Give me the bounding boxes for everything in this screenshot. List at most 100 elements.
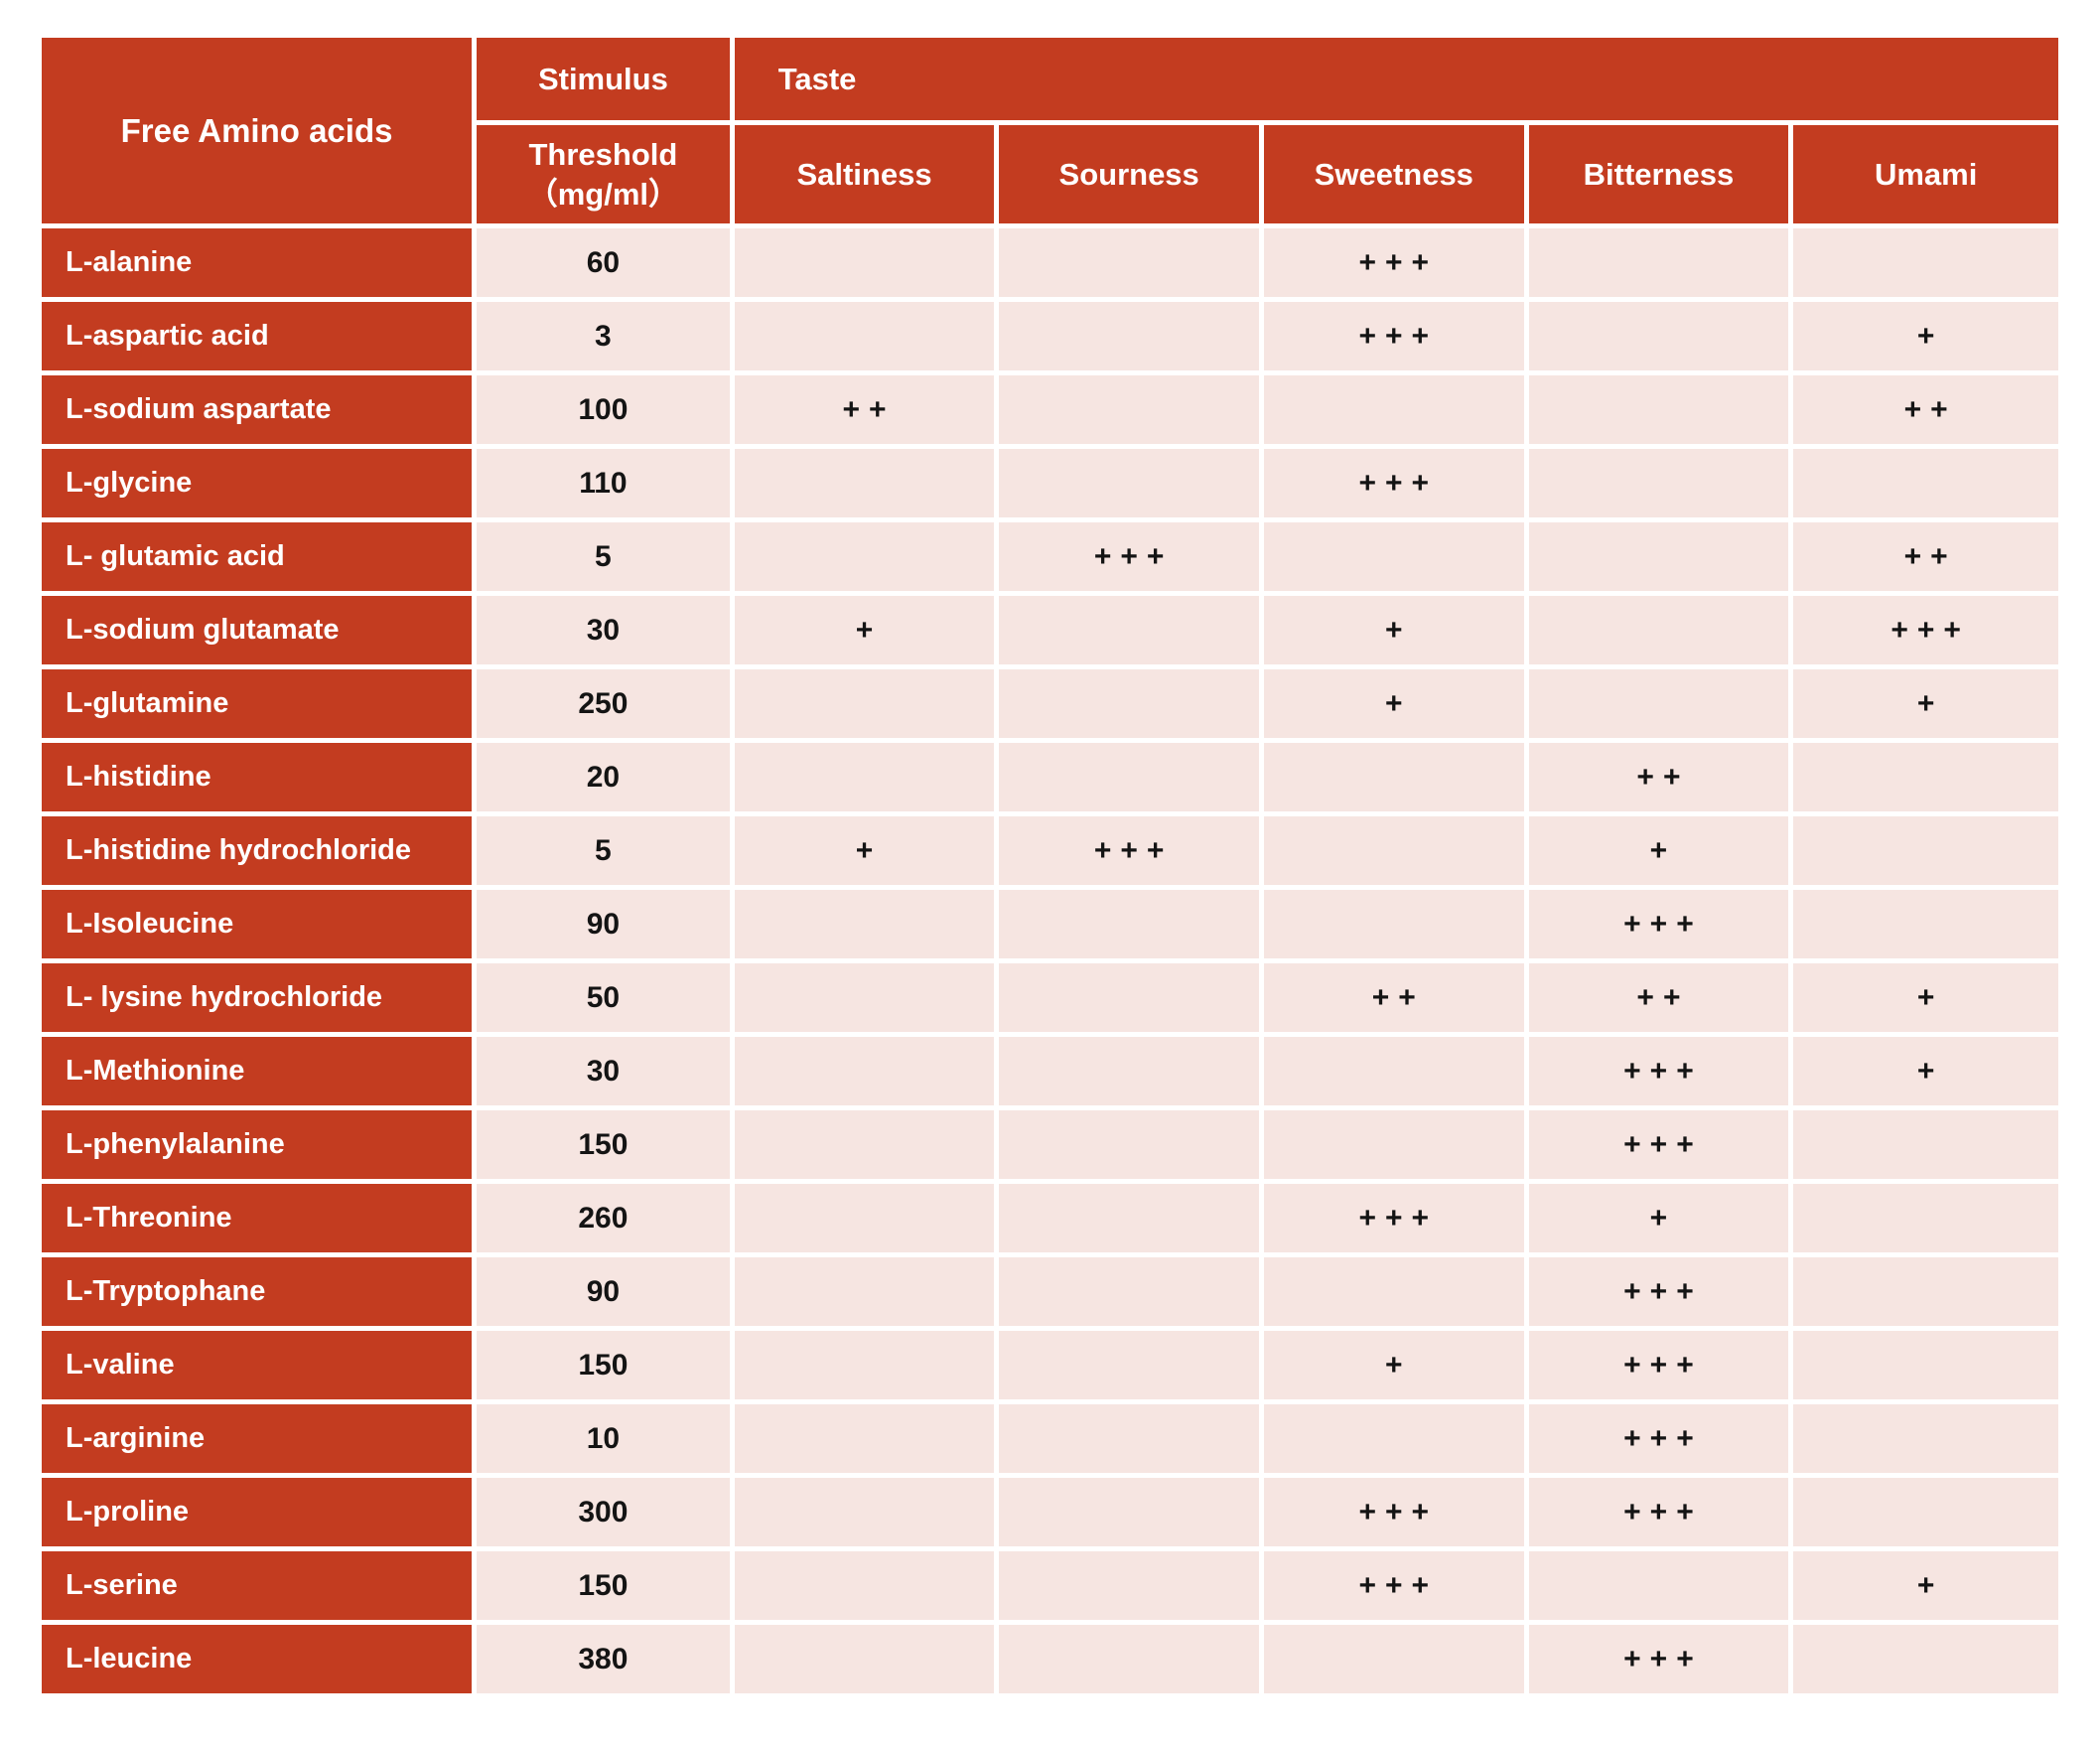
cell-threshold: 260 (477, 1184, 730, 1252)
cell-amino-acid-name: L-Threonine (42, 1184, 473, 1252)
cell-sourness (999, 1551, 1259, 1620)
cell-amino-acid-name: L-proline (42, 1478, 473, 1546)
cell-bitterness: ++ (1528, 743, 1789, 811)
table-row: L-Isoleucine 90 +++ (42, 890, 2058, 958)
cell-saltiness (734, 1551, 995, 1620)
cell-amino-acid-name: L-serine (42, 1551, 473, 1620)
table-row: L-Threonine 260 +++ + (42, 1184, 2058, 1252)
cell-bitterness (1528, 522, 1789, 591)
cell-amino-acid-name: L-phenylalanine (42, 1110, 473, 1179)
table-row: L-arginine 10 +++ (42, 1404, 2058, 1473)
cell-sweetness (1263, 743, 1524, 811)
cell-bitterness: ++ (1528, 963, 1789, 1032)
cell-umami: + (1793, 1037, 2058, 1105)
cell-umami: + (1793, 1551, 2058, 1620)
header-sweetness: Sweetness (1263, 125, 1524, 223)
cell-umami: ++ (1793, 375, 2058, 444)
header-stimulus: Stimulus (477, 38, 730, 120)
table-row: L-leucine 380 +++ (42, 1625, 2058, 1693)
cell-sweetness: +++ (1263, 449, 1524, 517)
table-row: L-Methionine 30 +++ + (42, 1037, 2058, 1105)
cell-umami (1793, 743, 2058, 811)
header-sourness: Sourness (999, 125, 1259, 223)
table-row: L- lysine hydrochloride 50 ++ ++ + (42, 963, 2058, 1032)
cell-saltiness (734, 1037, 995, 1105)
cell-sweetness (1263, 375, 1524, 444)
cell-threshold: 5 (477, 522, 730, 591)
table-row: L-histidine hydrochloride 5 + +++ + (42, 816, 2058, 885)
cell-sourness (999, 1184, 1259, 1252)
cell-umami (1793, 1110, 2058, 1179)
cell-sourness (999, 1037, 1259, 1105)
header-free-amino-acids: Free Amino acids (42, 38, 473, 223)
cell-sweetness (1263, 890, 1524, 958)
cell-bitterness: +++ (1528, 1331, 1789, 1399)
cell-umami: + (1793, 963, 2058, 1032)
cell-saltiness: + (734, 816, 995, 885)
cell-bitterness (1528, 228, 1789, 297)
table-row: L-glycine 110 +++ (42, 449, 2058, 517)
cell-sweetness (1263, 1404, 1524, 1473)
cell-saltiness (734, 1625, 995, 1693)
cell-threshold: 3 (477, 302, 730, 370)
cell-saltiness (734, 1110, 995, 1179)
cell-umami (1793, 1404, 2058, 1473)
table-row: L-sodium aspartate 100 ++ ++ (42, 375, 2058, 444)
cell-threshold: 380 (477, 1625, 730, 1693)
header-threshold: Threshold （mg/ml） (477, 125, 730, 223)
cell-saltiness (734, 1404, 995, 1473)
cell-saltiness: + (734, 596, 995, 664)
cell-umami (1793, 816, 2058, 885)
cell-threshold: 90 (477, 890, 730, 958)
cell-threshold: 300 (477, 1478, 730, 1546)
cell-threshold: 60 (477, 228, 730, 297)
cell-amino-acid-name: L-Isoleucine (42, 890, 473, 958)
cell-saltiness (734, 669, 995, 738)
cell-bitterness: +++ (1528, 1625, 1789, 1693)
header-saltiness: Saltiness (734, 125, 995, 223)
cell-bitterness: +++ (1528, 1037, 1789, 1105)
cell-bitterness (1528, 302, 1789, 370)
table-row: L- glutamic acid 5 +++ ++ (42, 522, 2058, 591)
cell-threshold: 30 (477, 1037, 730, 1105)
cell-bitterness (1528, 1551, 1789, 1620)
cell-sourness (999, 963, 1259, 1032)
cell-sourness (999, 1257, 1259, 1326)
header-threshold-line2: （mg/ml） (526, 176, 680, 212)
cell-bitterness: +++ (1528, 1110, 1789, 1179)
cell-sourness (999, 596, 1259, 664)
cell-sourness (999, 1331, 1259, 1399)
cell-sourness (999, 890, 1259, 958)
cell-sweetness (1263, 1110, 1524, 1179)
cell-threshold: 110 (477, 449, 730, 517)
cell-umami (1793, 228, 2058, 297)
cell-saltiness (734, 890, 995, 958)
cell-bitterness: +++ (1528, 1404, 1789, 1473)
cell-umami: +++ (1793, 596, 2058, 664)
cell-saltiness (734, 449, 995, 517)
cell-amino-acid-name: L-Methionine (42, 1037, 473, 1105)
table-row: L-valine 150 + +++ (42, 1331, 2058, 1399)
cell-sourness (999, 449, 1259, 517)
cell-amino-acid-name: L-Tryptophane (42, 1257, 473, 1326)
cell-threshold: 150 (477, 1110, 730, 1179)
cell-amino-acid-name: L- glutamic acid (42, 522, 473, 591)
cell-sourness (999, 302, 1259, 370)
cell-umami (1793, 449, 2058, 517)
cell-saltiness (734, 963, 995, 1032)
cell-umami: + (1793, 669, 2058, 738)
cell-saltiness (734, 1184, 995, 1252)
cell-umami (1793, 1331, 2058, 1399)
cell-sweetness: + (1263, 669, 1524, 738)
cell-saltiness (734, 1257, 995, 1326)
cell-sweetness: +++ (1263, 1184, 1524, 1252)
cell-bitterness: +++ (1528, 890, 1789, 958)
table-row: L-phenylalanine 150 +++ (42, 1110, 2058, 1179)
table-row: L-aspartic acid 3 +++ + (42, 302, 2058, 370)
cell-sweetness (1263, 816, 1524, 885)
header-threshold-line1: Threshold (528, 136, 678, 172)
cell-threshold: 90 (477, 1257, 730, 1326)
cell-threshold: 50 (477, 963, 730, 1032)
cell-amino-acid-name: L-valine (42, 1331, 473, 1399)
